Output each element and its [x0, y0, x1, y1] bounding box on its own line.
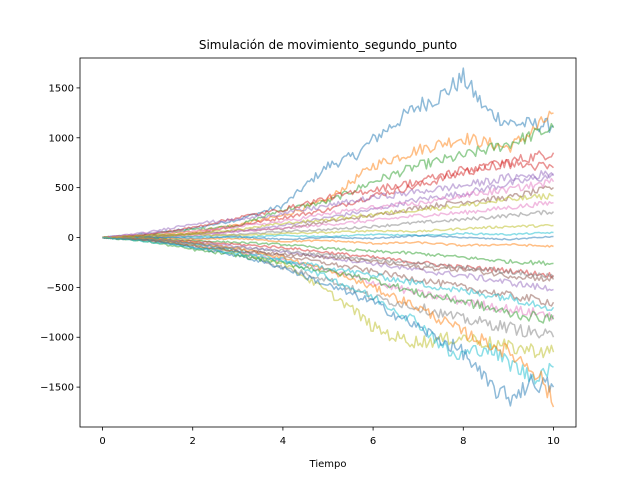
x-tick-label: 10 [547, 436, 560, 447]
series-line-3 [102, 122, 555, 239]
y-tick-label: 1000 [49, 133, 74, 144]
series-layer [102, 67, 555, 408]
x-axis-label: Tiempo [309, 459, 347, 470]
x-tick-label: 6 [370, 436, 376, 447]
chart-title: Simulación de movimiento_segundo_punto [199, 38, 457, 52]
y-tick-label: −1500 [40, 383, 74, 394]
y-axis-ticks: −1500 −1000 −500 0 500 1000 1500 [40, 83, 80, 394]
series-line-27 [102, 177, 555, 239]
x-tick-label: 2 [190, 436, 196, 447]
y-tick-label: −1000 [40, 333, 74, 344]
series-line-28 [102, 236, 555, 279]
y-tick-label: 1500 [49, 83, 74, 94]
x-tick-label: 4 [280, 436, 286, 447]
y-tick-label: 500 [55, 183, 74, 194]
x-axis-ticks: 0 2 4 6 8 10 [99, 427, 560, 447]
plot-frame [79, 57, 577, 428]
series-line-24 [102, 158, 554, 239]
series-line-25 [102, 170, 554, 239]
y-tick-label: −500 [47, 283, 74, 294]
y-tick-label: 0 [68, 233, 74, 244]
x-tick-label: 8 [460, 436, 466, 447]
series-line-13 [102, 236, 554, 266]
series-line-8 [102, 209, 555, 239]
series-line-30 [102, 236, 555, 312]
x-tick-label: 0 [99, 436, 105, 447]
series-line-23 [102, 236, 555, 324]
series-line-12 [102, 236, 554, 248]
series-line-11 [102, 234, 554, 241]
series-line-26 [102, 236, 555, 282]
series-line-29 [102, 192, 554, 239]
